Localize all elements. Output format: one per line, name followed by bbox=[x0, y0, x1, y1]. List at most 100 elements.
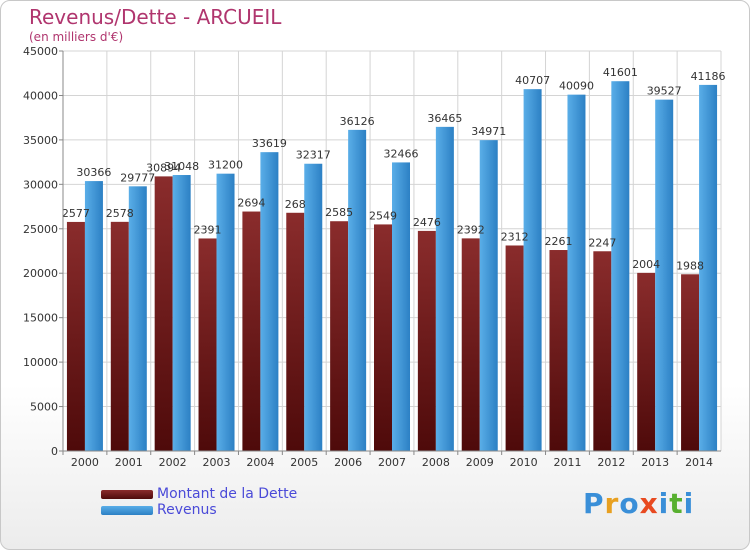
bar-revenue bbox=[172, 175, 191, 452]
y-tick-label: 10000 bbox=[23, 356, 58, 369]
bar-debt bbox=[593, 251, 612, 451]
y-tick-label: 5000 bbox=[30, 401, 58, 414]
legend-label-revenue: Revenus bbox=[157, 502, 217, 518]
data-label-revenue: 33619 bbox=[252, 137, 287, 150]
logo-letter: i bbox=[683, 487, 695, 520]
y-tick-label: 20000 bbox=[23, 267, 58, 280]
data-label-debt: 2585 bbox=[325, 206, 353, 219]
x-tick-label: 2007 bbox=[378, 456, 406, 469]
logo-letter: t bbox=[669, 487, 684, 520]
x-tick-label: 2005 bbox=[290, 456, 318, 469]
data-label-debt: 2578 bbox=[106, 207, 134, 220]
proxiti-logo: Proxiti bbox=[583, 487, 694, 520]
y-tick-label: 45000 bbox=[23, 45, 58, 58]
data-label-revenue: 31200 bbox=[208, 159, 243, 172]
chart-subtitle: (en milliers d'€) bbox=[29, 30, 124, 44]
data-label-debt: 2004 bbox=[632, 258, 660, 271]
data-label-revenue: 41186 bbox=[691, 70, 726, 83]
legend-swatch-debt bbox=[101, 490, 153, 499]
bar-debt bbox=[330, 221, 349, 451]
x-tick-label: 2012 bbox=[597, 456, 625, 469]
bar-revenue bbox=[260, 152, 279, 452]
x-tick-label: 2008 bbox=[422, 456, 450, 469]
data-label-debt: 2694 bbox=[237, 197, 265, 210]
bar-debt bbox=[198, 238, 217, 451]
bar-debt bbox=[242, 211, 261, 451]
y-tick-label: 0 bbox=[51, 445, 58, 458]
bar-revenue bbox=[84, 181, 103, 451]
x-tick-label: 2013 bbox=[641, 456, 669, 469]
data-label-revenue: 29777 bbox=[120, 171, 155, 184]
bar-debt bbox=[286, 212, 305, 451]
bar-revenue bbox=[348, 129, 367, 451]
bar-revenue bbox=[435, 126, 454, 451]
x-tick-label: 2011 bbox=[553, 456, 581, 469]
bar-revenue bbox=[611, 81, 630, 452]
legend-label-debt: Montant de la Dette bbox=[157, 486, 298, 502]
bar-revenue bbox=[392, 162, 410, 451]
bar-revenue bbox=[567, 94, 586, 452]
bar-revenue bbox=[304, 163, 323, 451]
data-label-revenue: 34971 bbox=[471, 125, 506, 138]
bar-debt bbox=[417, 230, 436, 451]
data-label-revenue: 32317 bbox=[296, 149, 331, 162]
x-tick-label: 2006 bbox=[334, 456, 362, 469]
data-label-debt: 2247 bbox=[588, 236, 616, 249]
data-label-debt: 2549 bbox=[369, 209, 397, 222]
data-label-revenue: 36465 bbox=[427, 112, 462, 125]
y-tick-label: 25000 bbox=[23, 223, 58, 236]
bar-debt bbox=[154, 176, 173, 452]
data-label-revenue: 31048 bbox=[164, 160, 199, 173]
bar-debt bbox=[461, 238, 480, 451]
x-tick-label: 2002 bbox=[159, 456, 187, 469]
y-tick-label: 30000 bbox=[23, 178, 58, 191]
bar-revenue bbox=[216, 173, 235, 451]
data-label-debt: 2312 bbox=[501, 230, 529, 243]
bar-revenue bbox=[655, 99, 674, 451]
logo-letter: i bbox=[658, 487, 670, 520]
data-label-debt: 2391 bbox=[194, 223, 222, 236]
bar-debt bbox=[549, 250, 568, 451]
y-tick-label: 40000 bbox=[23, 89, 58, 102]
bar-debt bbox=[374, 224, 392, 451]
x-tick-label: 2001 bbox=[115, 456, 143, 469]
data-label-revenue: 32466 bbox=[384, 147, 419, 160]
data-label-debt: 1988 bbox=[676, 259, 704, 272]
logo-letter: o bbox=[619, 487, 640, 520]
logo-letter: P bbox=[583, 487, 605, 520]
data-label-revenue: 39527 bbox=[647, 85, 682, 98]
bar-debt bbox=[637, 272, 656, 451]
data-label-debt: 268 bbox=[285, 198, 306, 211]
data-label-revenue: 36126 bbox=[340, 115, 375, 128]
data-label-revenue: 30366 bbox=[76, 166, 111, 179]
bar-revenue bbox=[128, 186, 147, 451]
bar-revenue bbox=[523, 89, 542, 451]
logo-letter: x bbox=[639, 487, 659, 520]
y-tick-label: 15000 bbox=[23, 312, 58, 325]
bar-debt bbox=[66, 221, 85, 451]
x-tick-label: 2010 bbox=[510, 456, 538, 469]
legend-swatch-revenue bbox=[101, 506, 153, 515]
data-label-debt: 2476 bbox=[413, 216, 441, 229]
data-label-revenue: 41601 bbox=[603, 66, 638, 79]
data-label-revenue: 40090 bbox=[559, 80, 594, 93]
x-tick-label: 2003 bbox=[203, 456, 231, 469]
bar-debt bbox=[505, 245, 524, 451]
data-label-debt: 2392 bbox=[457, 223, 485, 236]
data-label-debt: 2261 bbox=[544, 235, 572, 248]
x-tick-label: 2004 bbox=[246, 456, 274, 469]
bar-debt bbox=[110, 221, 129, 451]
logo-letter: r bbox=[604, 487, 620, 520]
bar-debt bbox=[681, 274, 700, 451]
data-label-revenue: 40707 bbox=[515, 74, 550, 87]
chart-title: Revenus/Dette - ARCUEIL bbox=[29, 5, 282, 29]
x-tick-label: 2000 bbox=[71, 456, 99, 469]
bar-revenue bbox=[699, 84, 718, 451]
y-tick-label: 35000 bbox=[23, 134, 58, 147]
x-tick-label: 2009 bbox=[466, 456, 494, 469]
data-label-debt: 30894 bbox=[146, 161, 181, 174]
bar-revenue bbox=[479, 140, 498, 451]
data-label-debt: 2577 bbox=[62, 207, 90, 220]
